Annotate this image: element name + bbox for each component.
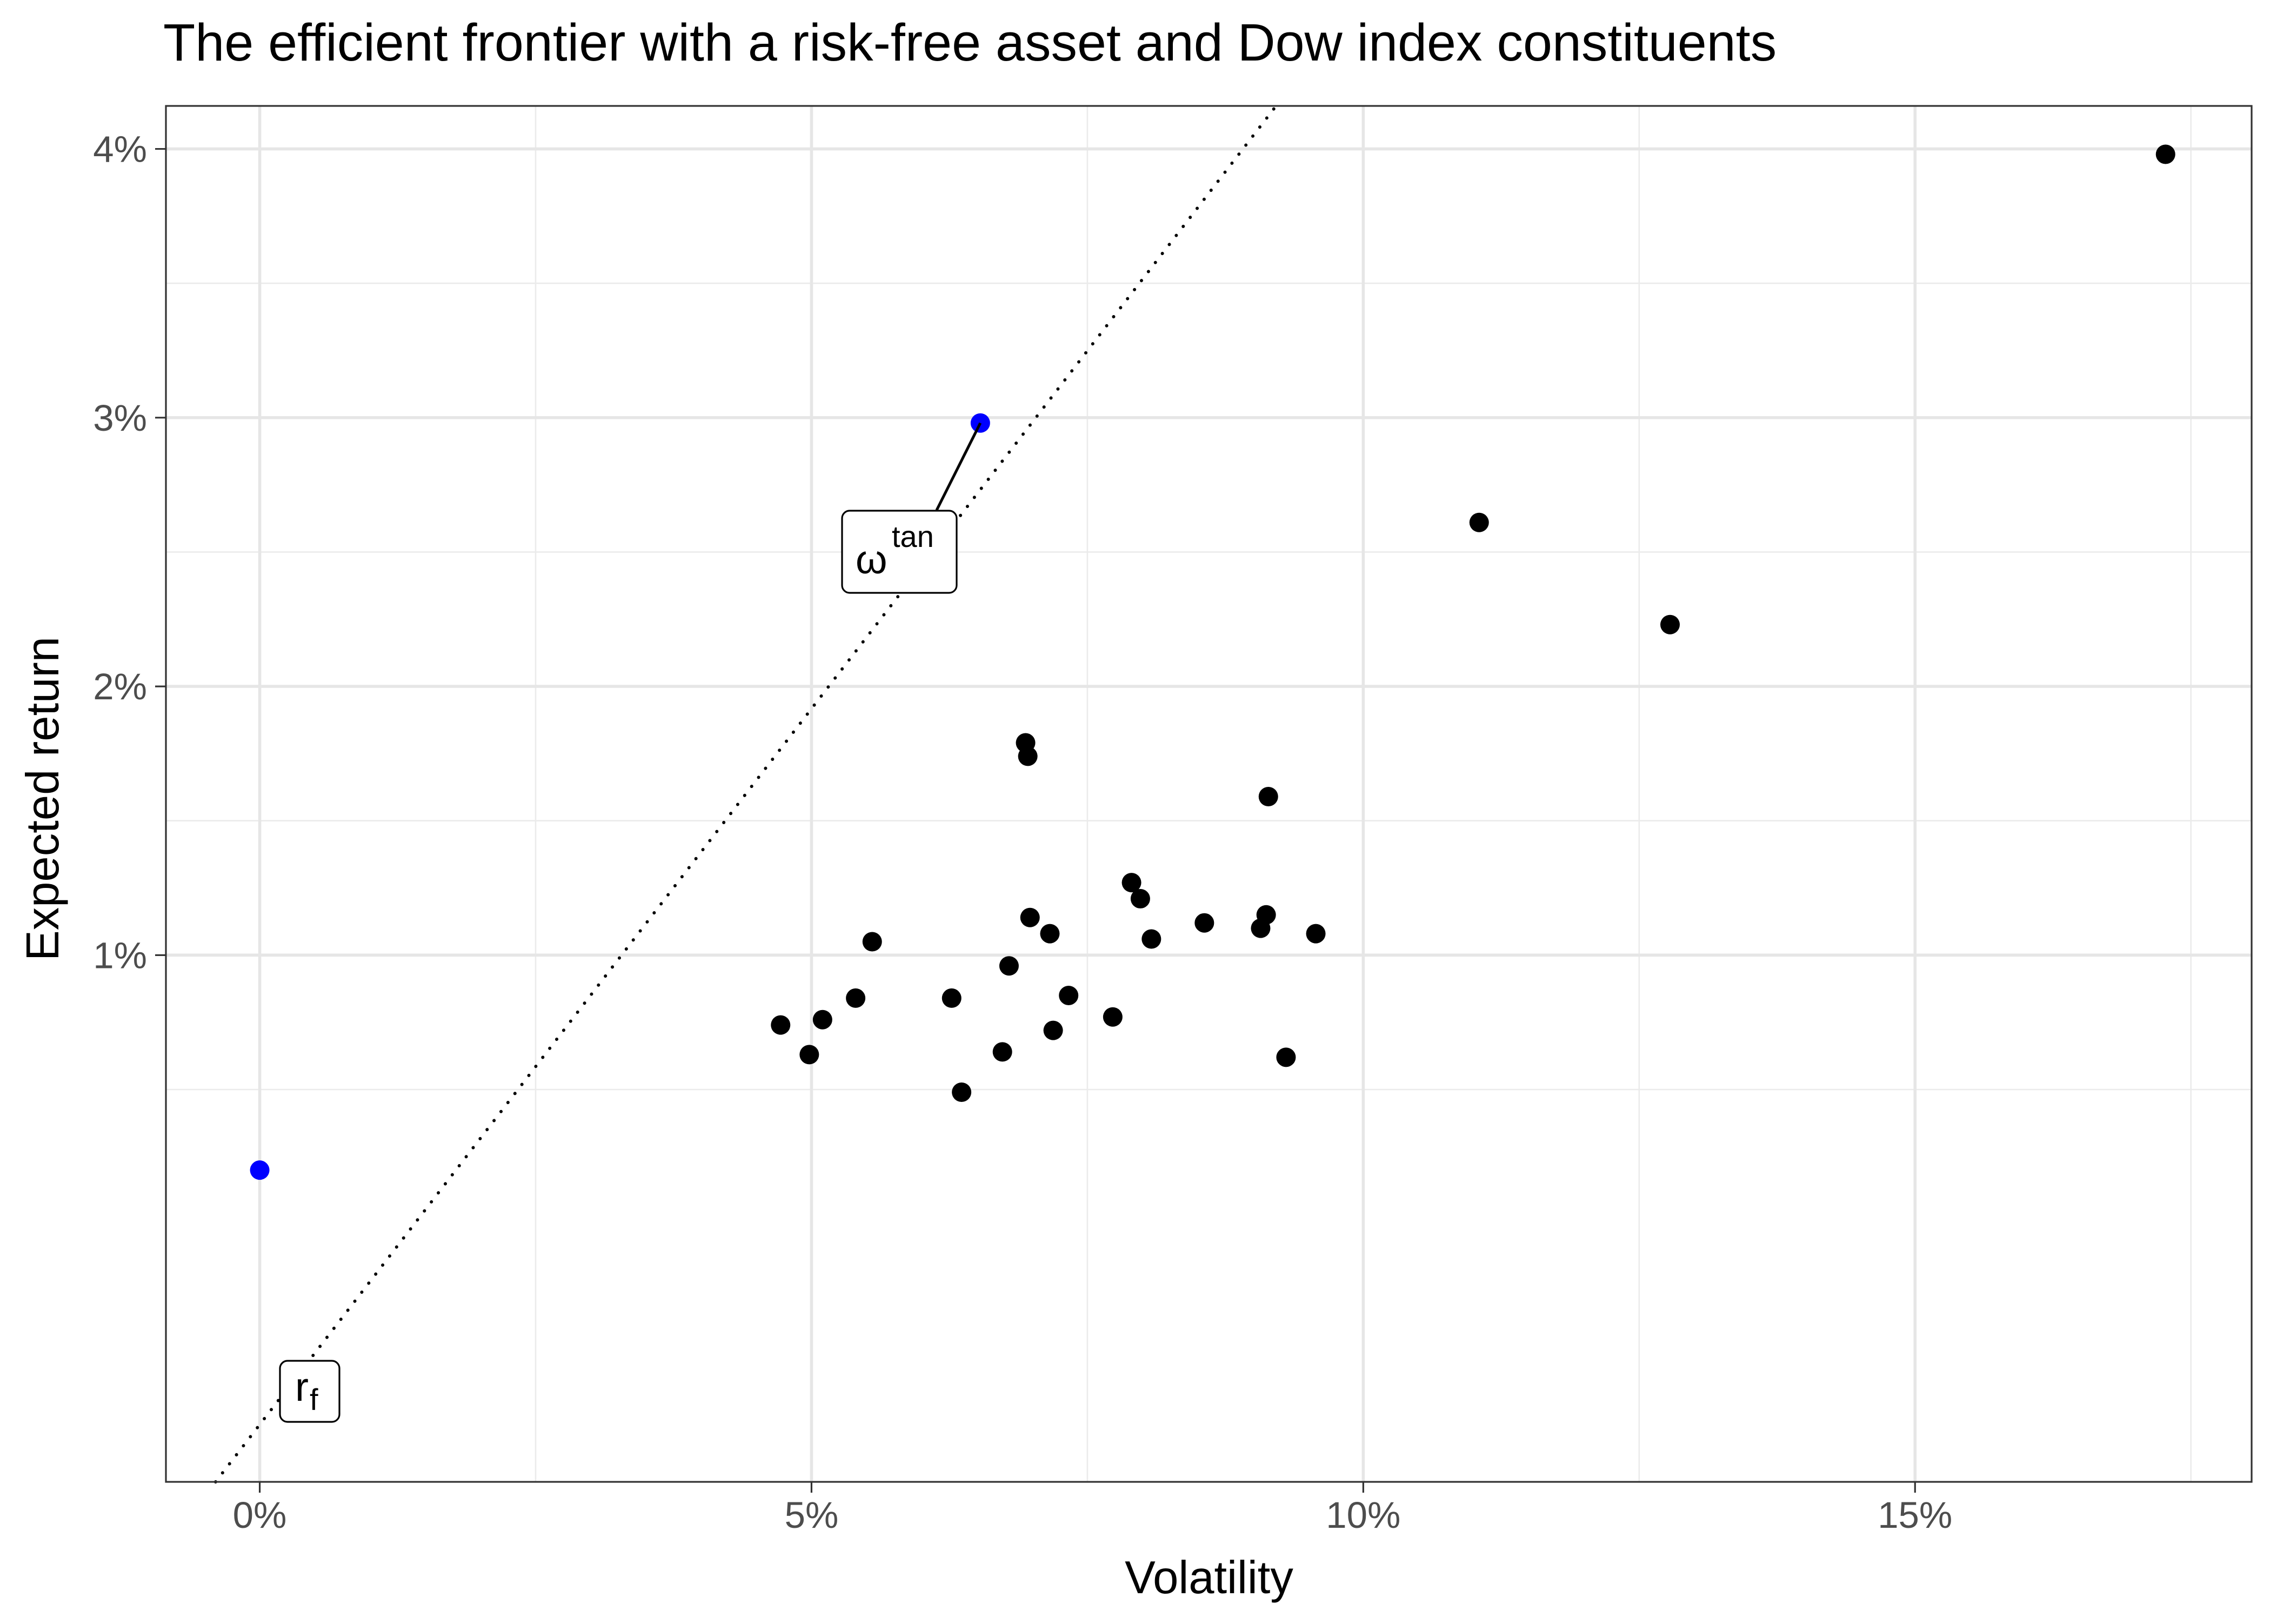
asset-point bbox=[2155, 144, 2175, 164]
tangency-label-text: ω bbox=[856, 537, 887, 582]
grid-layer bbox=[166, 106, 2252, 1482]
point-layer bbox=[250, 144, 2175, 1180]
x-axis-title: Volatility bbox=[1125, 1552, 1293, 1603]
y-tick-label: 1% bbox=[93, 934, 147, 976]
asset-point bbox=[1306, 924, 1326, 944]
asset-point bbox=[1020, 907, 1040, 927]
asset-point bbox=[771, 1015, 791, 1035]
axis-layer: 0% 5% 10% 15% 1% 2% 3% 4% bbox=[93, 129, 1952, 1536]
asset-point bbox=[1660, 614, 1680, 634]
panel-border bbox=[165, 105, 2253, 1483]
line-layer bbox=[213, 104, 1278, 1483]
tangency-label-box bbox=[841, 510, 958, 594]
asset-point bbox=[1194, 913, 1214, 933]
asset-point bbox=[952, 1082, 972, 1102]
x-tick-label: 0% bbox=[233, 1494, 287, 1536]
x-tick-label: 5% bbox=[785, 1494, 839, 1536]
y-axis-title: Expected return bbox=[17, 637, 69, 961]
asset-point bbox=[1018, 746, 1038, 766]
chart-title: The efficient frontier with a risk-free … bbox=[163, 13, 1777, 72]
asset-point bbox=[812, 1010, 832, 1030]
asset-point bbox=[1043, 1020, 1063, 1040]
risk-free-label-box bbox=[279, 1360, 340, 1423]
asset-point bbox=[799, 1045, 819, 1065]
asset-point bbox=[846, 988, 866, 1008]
risk-free-label-subscript: f bbox=[310, 1382, 318, 1416]
asset-point bbox=[862, 932, 882, 952]
risk-free-point bbox=[250, 1160, 270, 1180]
y-tick-label: 2% bbox=[93, 666, 147, 707]
tangency-label-superscript: tan bbox=[892, 519, 934, 553]
x-tick-label: 10% bbox=[1326, 1494, 1400, 1536]
capital-market-line bbox=[213, 104, 1278, 1483]
risk-free-label-text: r bbox=[295, 1364, 309, 1409]
asset-point bbox=[1251, 918, 1271, 938]
y-tick-label: 4% bbox=[93, 129, 147, 170]
asset-point bbox=[1130, 888, 1150, 908]
asset-point bbox=[999, 956, 1019, 976]
asset-point bbox=[1121, 873, 1141, 893]
asset-point bbox=[1469, 512, 1489, 532]
asset-point bbox=[1258, 786, 1278, 806]
asset-point bbox=[1059, 985, 1079, 1005]
asset-point bbox=[942, 988, 962, 1008]
asset-point bbox=[1040, 924, 1060, 944]
asset-point bbox=[1276, 1047, 1296, 1067]
asset-point bbox=[1103, 1007, 1123, 1027]
asset-point bbox=[1141, 929, 1161, 949]
asset-point bbox=[992, 1042, 1012, 1062]
tangency-label-connector bbox=[935, 422, 982, 511]
x-tick-label: 15% bbox=[1878, 1494, 1952, 1536]
y-tick-label: 3% bbox=[93, 397, 147, 439]
